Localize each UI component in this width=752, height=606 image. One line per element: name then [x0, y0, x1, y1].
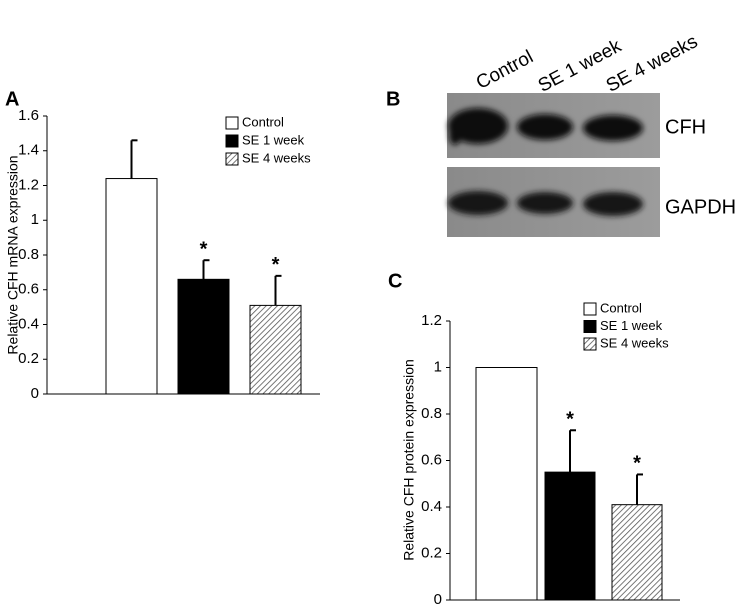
legend-label: Control: [600, 300, 642, 315]
legend-label: SE 4 weeks: [600, 335, 669, 350]
y-tick-label: 1.2: [18, 176, 39, 193]
legend-swatch: [583, 320, 597, 333]
y-tick-label: 0.6: [18, 281, 39, 298]
y-tick-label: 0.2: [18, 350, 39, 367]
legend-swatch: [225, 134, 239, 148]
y-tick-label: 1: [434, 358, 442, 375]
y-tick-label: 0.2: [421, 544, 442, 561]
y-axis-label: Relative CFH mRNA expression: [5, 155, 21, 354]
legend-label: SE 4 weeks: [242, 150, 311, 165]
error-bar: [636, 473, 643, 505]
bar: [611, 504, 663, 601]
bar: [177, 278, 230, 395]
y-tick-label: 0.8: [421, 405, 442, 422]
significance-mark: *: [566, 409, 574, 431]
y-tick-label: 0.4: [421, 498, 442, 515]
y-tick-label: 1: [31, 211, 39, 228]
y-tick-label: 0.4: [18, 315, 39, 332]
bar: [249, 304, 302, 395]
legend-label: SE 1 week: [242, 132, 305, 147]
band-label: GAPDH: [665, 196, 736, 218]
y-tick-label: 0.8: [18, 246, 39, 263]
significance-mark: *: [200, 238, 208, 260]
legend-swatch: [225, 152, 239, 166]
error-bar: [274, 274, 282, 306]
y-axis-label: Relative CFH protein expression: [401, 359, 417, 561]
lane-label: Control: [473, 47, 537, 94]
legend-swatch: [225, 116, 239, 130]
bar: [105, 178, 158, 395]
legend-swatch: [583, 337, 597, 351]
y-tick-label: 1.6: [18, 107, 39, 124]
legend-label: Control: [242, 114, 284, 129]
y-tick-label: 0: [31, 385, 39, 402]
panel-label: C: [388, 270, 402, 292]
blot-bands: [448, 108, 643, 216]
panel-label: A: [5, 88, 19, 110]
band-label: CFH: [665, 116, 706, 138]
error-bar: [202, 259, 210, 280]
significance-mark: *: [272, 254, 280, 276]
y-tick-label: 0: [434, 591, 442, 606]
bar: [544, 471, 596, 601]
error-bar: [130, 139, 138, 179]
legend-swatch: [583, 302, 597, 316]
y-tick-label: 0.6: [421, 451, 442, 468]
error-bar: [569, 429, 576, 473]
y-tick-label: 1.4: [18, 142, 39, 159]
bar: [475, 367, 538, 601]
y-tick-label: 1.2: [421, 312, 442, 329]
legend-label: SE 1 week: [600, 318, 663, 333]
panel-label: B: [386, 88, 400, 110]
significance-mark: *: [633, 453, 641, 475]
